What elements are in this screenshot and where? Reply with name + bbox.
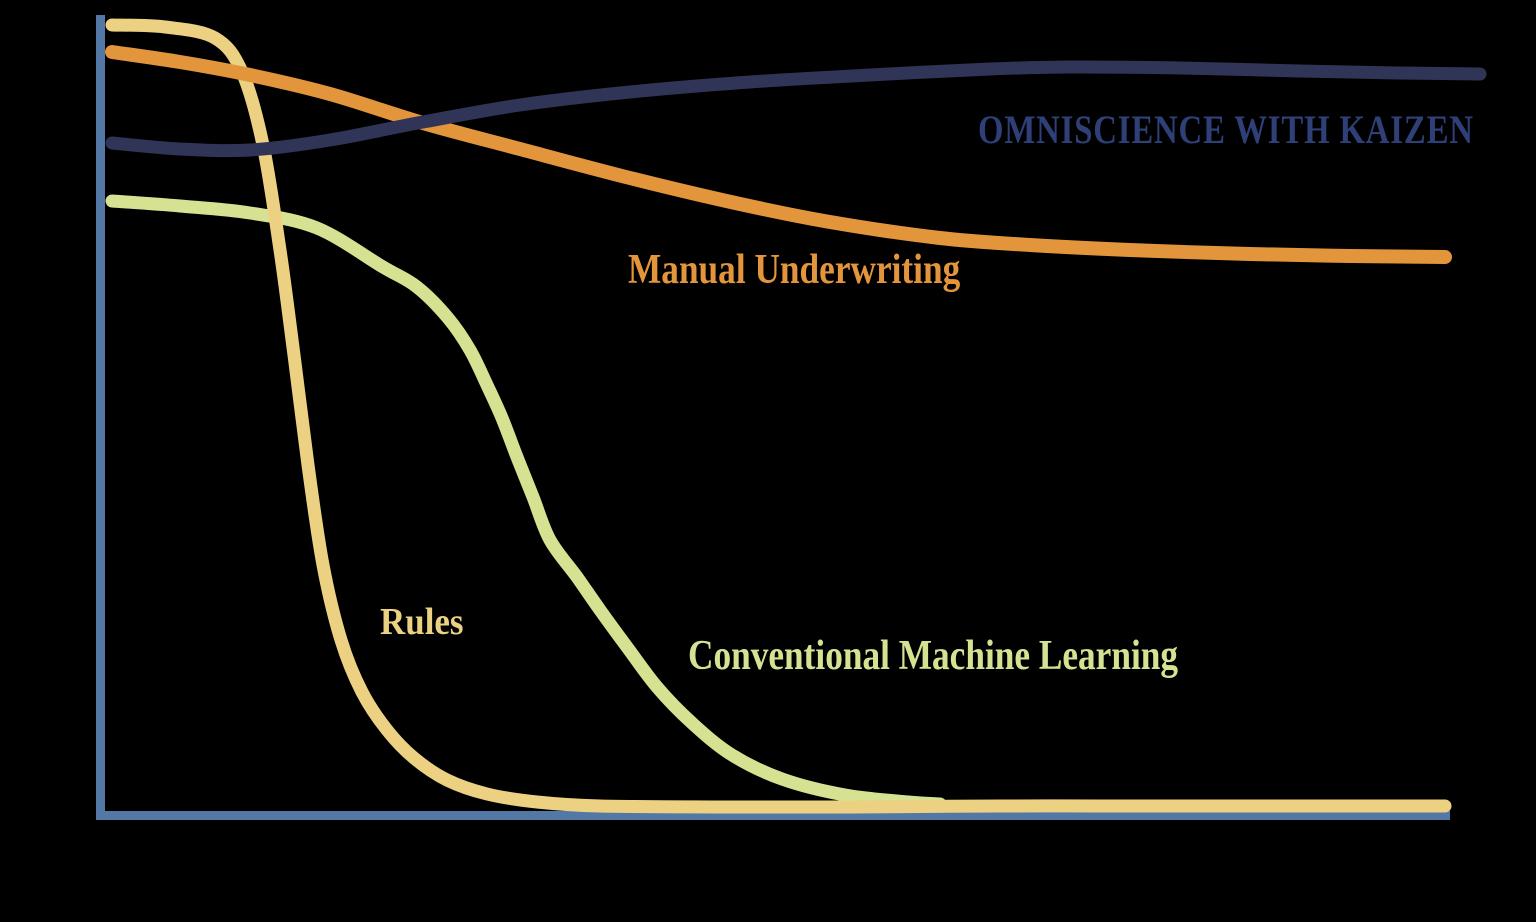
series-label-conventional-machine-learning: Conventional Machine Learning xyxy=(688,633,1179,679)
curve-rules xyxy=(105,18,1452,814)
curve-conventional-machine-learning xyxy=(105,194,947,811)
series-label-omniscience-with-kaizen: OMNISCIENCE WITH KAIZEN xyxy=(978,107,1474,152)
curve-omniscience-with-kaizen xyxy=(105,60,1487,158)
curve-manual-underwriting xyxy=(105,45,1452,264)
series-label-manual-underwriting: Manual Underwriting xyxy=(628,247,961,293)
series-label-rules: Rules xyxy=(380,601,464,643)
